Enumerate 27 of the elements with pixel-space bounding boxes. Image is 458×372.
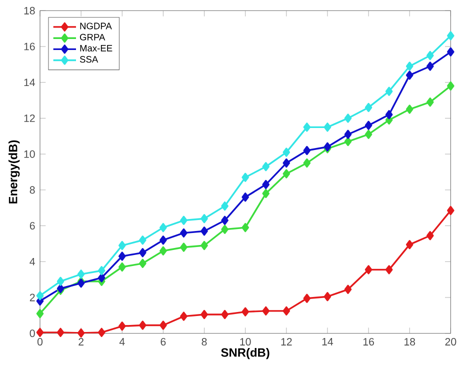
x-tick-label: 18 [404,338,416,346]
y-axis-title: Energy(dB) [8,140,20,204]
x-tick-label: 16 [363,338,374,346]
y-tick-label: 18 [24,6,35,14]
y-tick-label: 16 [24,42,35,50]
y-tick-label: 8 [30,186,35,194]
x-axis-title: SNR(dB) [221,348,270,360]
y-tick-label: 0 [30,330,35,338]
y-tick-label: 2 [30,294,35,302]
x-tick-label: 20 [445,338,456,346]
y-tick-label: 10 [24,150,35,158]
legend-label: SSA [80,56,98,63]
x-tick-label: 6 [160,338,166,346]
legend-label: Max-EE [80,44,112,52]
x-tick-label: 12 [281,338,292,346]
x-tick-label: 10 [240,338,251,346]
x-tick-label: 4 [119,338,125,346]
legend-label: NGDPA [80,22,112,30]
legend-label: GRPA [80,34,106,40]
y-tick-label: 4 [30,258,35,266]
x-tick-label: 8 [202,338,207,346]
x-tick-label: 0 [37,338,43,346]
y-tick-label: 12 [24,114,35,122]
y-tick-label: 6 [30,222,35,230]
y-tick-label: 14 [24,78,35,86]
x-tick-label: 14 [322,338,334,346]
x-tick-label: 2 [78,338,84,346]
